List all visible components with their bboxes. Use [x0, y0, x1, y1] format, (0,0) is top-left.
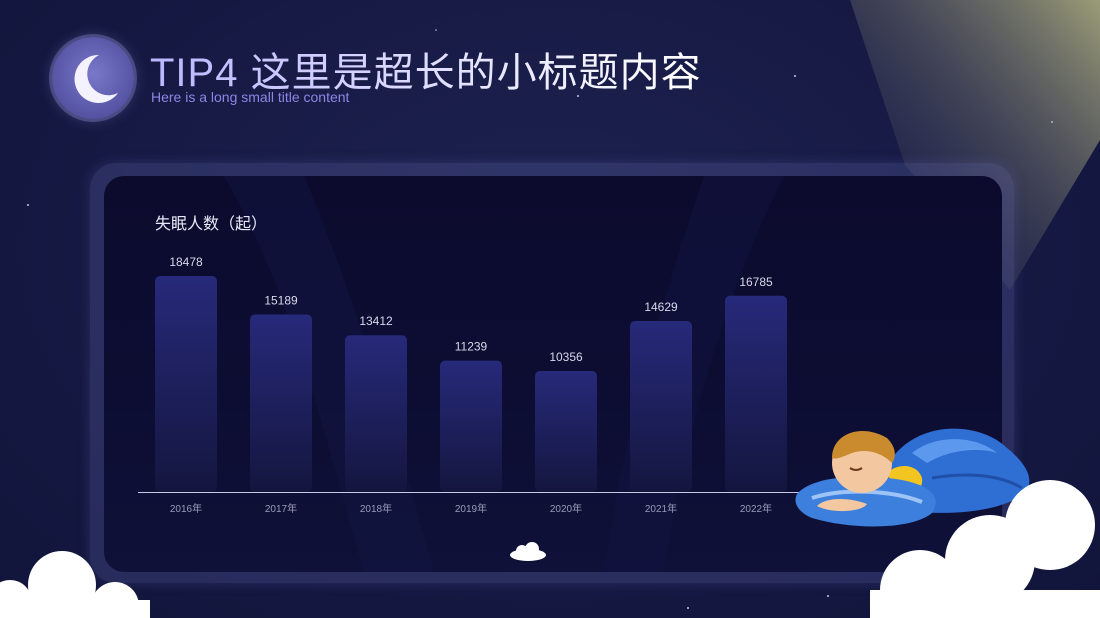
bar-2021年	[630, 320, 692, 492]
page-title: TIP4 这里是超长的小标题内容	[150, 40, 702, 98]
x-tick-label: 2018年	[360, 502, 392, 515]
page-subtitle: Here is a long small title content	[151, 89, 350, 105]
sleeping-boy-illustration	[795, 428, 1030, 527]
x-tick-label: 2016年	[170, 502, 202, 515]
moon-badge	[52, 37, 134, 119]
x-tick-label: 2017年	[265, 502, 297, 515]
data-label-2018年: 13412	[359, 314, 393, 328]
y-axis-label: 失眠人数（起）	[155, 216, 268, 233]
cloud-left-decoration	[0, 551, 150, 618]
data-label-2022年: 16785	[739, 275, 773, 289]
data-label-2021年: 14629	[644, 300, 678, 314]
data-label-2019年: 11239	[455, 340, 488, 354]
x-tick-label: 2020年	[550, 502, 582, 515]
bar-2020年	[535, 370, 597, 492]
data-label-2020年: 10356	[549, 350, 583, 364]
bar-2022年	[725, 295, 787, 492]
x-tick-label: 2022年	[740, 502, 772, 515]
bar-2016年	[155, 276, 217, 492]
x-tick-label: 2019年	[455, 502, 487, 515]
bar-2018年	[345, 335, 407, 492]
crescent-moon-icon	[74, 54, 118, 103]
data-label-2016年: 18478	[169, 255, 203, 269]
cloud-right-decoration	[870, 480, 1100, 618]
bar-2017年	[250, 314, 312, 492]
data-label-2017年: 15189	[264, 293, 298, 307]
x-tick-label: 2021年	[645, 502, 677, 515]
cloud-icon	[510, 542, 546, 561]
bar-2019年	[440, 360, 502, 492]
